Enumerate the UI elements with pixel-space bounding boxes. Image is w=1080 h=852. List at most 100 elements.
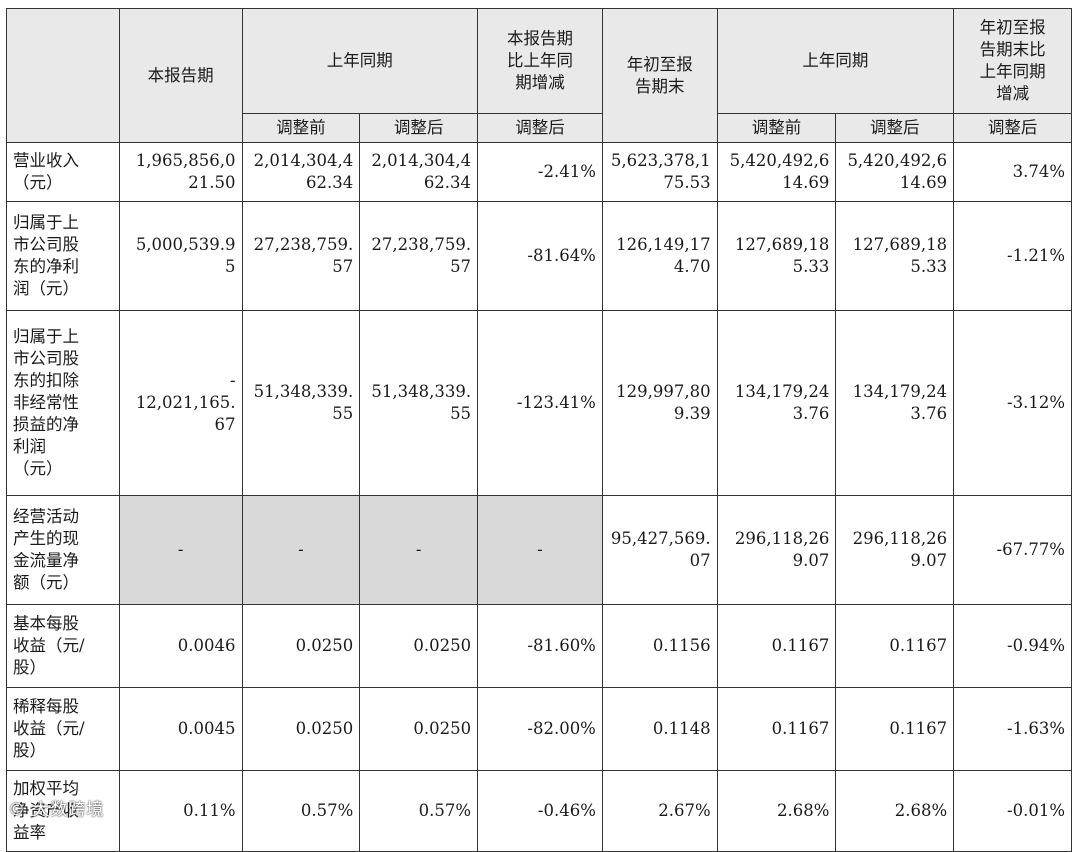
- value-line: 14.69: [782, 173, 830, 192]
- value-line: 4.70: [673, 257, 711, 276]
- value-line: 67: [214, 415, 236, 434]
- value-line: 3.74%: [1012, 162, 1065, 181]
- value-cell: -0.94%: [953, 604, 1072, 688]
- value-cell: 27,238,759. 57: [359, 201, 479, 311]
- value-line: -: [177, 540, 184, 559]
- value-line: 296,118,26: [734, 529, 830, 548]
- value-line: 0.1167: [889, 636, 948, 655]
- value-cell: 0.1156: [601, 604, 718, 688]
- row-label: 归属于上 市公司股 东的扣除 非经常性 损益的净 利润 （元）: [6, 310, 120, 496]
- value-line: 5,623,378,1: [610, 151, 711, 170]
- value-line: 62.34: [423, 173, 472, 192]
- row-label-line: 营业收入: [13, 151, 79, 170]
- row-label-line: 经营活动: [13, 507, 79, 526]
- value-cell: 0.57%: [241, 770, 361, 852]
- value-cell: 2.68%: [716, 770, 837, 852]
- value-cell: -0.01%: [953, 770, 1072, 852]
- row-label: 经营活动产生的现金流量净额（元）: [6, 495, 120, 605]
- value-line: -: [298, 540, 304, 559]
- row-label-line: 利润: [13, 437, 46, 456]
- value-line: 134,179,24: [852, 382, 948, 401]
- value-line: 12,021,165.: [135, 393, 236, 412]
- value-line: 0.1167: [771, 636, 830, 655]
- value-line: 14.69: [899, 173, 948, 192]
- value-line: 1,965,856,0: [135, 151, 236, 170]
- value-cell: -: [118, 495, 243, 605]
- header-after-adjust: 调整后: [477, 113, 603, 143]
- row-label-line: 金流量净: [13, 551, 79, 570]
- value-cell: 0.0250: [359, 604, 479, 688]
- value-cell: - 12,021,165. 67: [118, 310, 243, 496]
- value-line: 0.57%: [300, 801, 354, 820]
- row-label-line: 损益的净: [13, 415, 79, 434]
- value-line: -1.63%: [1007, 719, 1065, 738]
- value-cell: 0.1148: [601, 687, 718, 771]
- value-line: 2.67%: [658, 801, 711, 820]
- value-line: 0.0250: [295, 719, 354, 738]
- row-label-line: 产生的现: [13, 529, 79, 548]
- financial-summary-table: 本报告期 上年同期 本报告期 比上年同 期增减 年初至报 告期末 上年同期 年初…: [6, 8, 1072, 852]
- value-line: 0.1156: [652, 636, 711, 655]
- value-line: 126,149,17: [616, 235, 711, 254]
- value-cell: 27,238,759. 57: [241, 201, 361, 311]
- value-line: 3.76: [910, 404, 948, 423]
- value-line: 134,179,24: [734, 382, 830, 401]
- row-label: 营业收入 （元）: [6, 142, 120, 202]
- value-cell: -2.41%: [477, 142, 603, 202]
- value-cell: 2.67%: [601, 770, 718, 852]
- value-cell: 296,118,26 9.07: [835, 495, 955, 605]
- row-label-line: 股）: [13, 741, 46, 760]
- value-line: 07: [689, 551, 711, 570]
- value-line: 9.07: [910, 551, 948, 570]
- value-cell: 5,420,492,6 14.69: [835, 142, 955, 202]
- value-cell: 5,623,378,1 75.53: [601, 142, 718, 202]
- value-line: -67.77%: [996, 540, 1066, 559]
- table-row: 营业收入 （元） 1,965,856,0 21.50 2,014,304,4 62.34 2…: [6, 142, 1072, 202]
- value-line: 5,420,492,6: [847, 151, 948, 170]
- value-line: 62.34: [306, 173, 354, 192]
- value-cell: 0.1167: [716, 604, 837, 688]
- value-cell: -82.00%: [477, 687, 603, 771]
- value-line: 51,348,339.: [371, 382, 472, 401]
- value-line: 0.0250: [413, 636, 472, 655]
- row-label-line: 额（元）: [13, 573, 79, 592]
- header-after-adjust: 调整后: [359, 113, 479, 143]
- value-line: 0.0045: [177, 719, 236, 738]
- value-line: -0.94%: [1007, 636, 1065, 655]
- value-line: 129,997,80: [616, 382, 711, 401]
- value-line: 127,689,18: [734, 235, 830, 254]
- value-line: 27,238,759.: [253, 235, 354, 254]
- row-label: 基本每股 收益（元/股）: [6, 604, 120, 688]
- value-line: 55: [450, 404, 472, 423]
- value-line: 0.0250: [295, 636, 354, 655]
- value-cell: 5,000,539.9 5: [118, 201, 243, 311]
- value-cell: -1.21%: [953, 201, 1072, 311]
- row-label-line: 市公司股: [13, 235, 79, 254]
- header-ytd: 年初至报 告期末: [601, 8, 718, 143]
- value-line: 5,420,492,6: [729, 151, 830, 170]
- value-line: 2,014,304,4: [253, 151, 354, 170]
- header-after-adjust: 调整后: [835, 113, 955, 143]
- row-label-line: 收益（元/: [13, 636, 85, 655]
- value-line: -81.64%: [527, 246, 596, 265]
- value-cell: 127,689,18 5.33: [716, 201, 837, 311]
- row-label-line: 归属于上: [13, 213, 79, 232]
- value-line: 2.68%: [894, 801, 948, 820]
- value-cell: 2,014,304,4 62.34: [241, 142, 361, 202]
- row-label-line: 市公司股: [13, 349, 79, 368]
- value-cell: 134,179,24 3.76: [835, 310, 955, 496]
- value-cell: 0.1167: [835, 604, 955, 688]
- row-label-line: 益率: [13, 823, 46, 842]
- value-line: 3.76: [792, 404, 830, 423]
- value-line: -0.46%: [537, 801, 596, 820]
- value-line: 5,000,539.9: [135, 235, 236, 254]
- row-label-line: （元）: [13, 173, 63, 192]
- value-line: 0.11%: [183, 801, 236, 820]
- table-row: 归属于上 市公司股 东的净利 润（元） 5,000,539.9 5 27,238,759. 5…: [6, 201, 1072, 311]
- value-line: -: [537, 540, 543, 559]
- value-cell: 2.68%: [835, 770, 955, 852]
- value-cell: 0.0250: [241, 604, 361, 688]
- header-row-1: 本报告期 上年同期 本报告期 比上年同 期增减 年初至报 告期末 上年同期 年初…: [6, 8, 1072, 143]
- value-line: 51,348,339.: [253, 382, 354, 401]
- value-line: 0.1167: [771, 719, 830, 738]
